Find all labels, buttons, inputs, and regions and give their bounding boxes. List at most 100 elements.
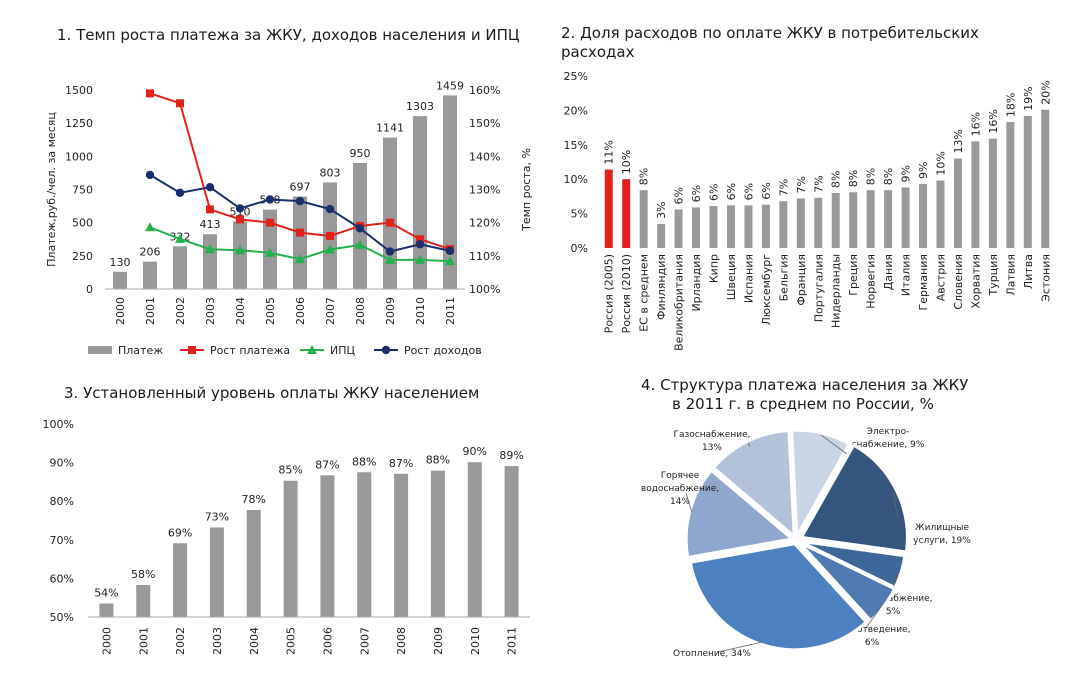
c1-ytick: 500 <box>72 217 93 230</box>
c3-ytick: 70% <box>50 534 74 547</box>
c1-bar <box>143 261 157 289</box>
c2-bar <box>971 141 980 248</box>
c2-bar <box>936 180 945 248</box>
c1-point <box>176 99 184 108</box>
c3-bar-label: 73% <box>205 510 229 523</box>
c2-bar <box>814 197 823 248</box>
c1-point <box>265 195 275 204</box>
c1-bar-label: 697 <box>290 181 311 194</box>
c2-bar-label: 20% <box>1039 80 1052 104</box>
c2-bar-label: 6% <box>725 183 738 200</box>
c3-bar-label: 58% <box>131 568 155 581</box>
c2-bar <box>953 158 962 248</box>
c2-bar-label: 13% <box>952 129 965 153</box>
c3-xtick: 2007 <box>358 627 371 655</box>
c3-xtick: 2010 <box>469 627 482 655</box>
c1-bar <box>173 246 187 289</box>
c3-bar-label: 54% <box>94 586 118 599</box>
c3-bar <box>357 472 372 617</box>
c1-y2tick: 120% <box>469 217 500 230</box>
c2-bar-label: 8% <box>830 171 843 188</box>
c2-bar <box>622 179 631 248</box>
c1-y2tick: 110% <box>469 250 500 263</box>
c2-ytick: 25% <box>564 70 588 83</box>
c1-point <box>205 244 215 254</box>
c2-xtick: Великобритания <box>673 254 686 351</box>
c2-bar <box>1006 122 1015 248</box>
c1-ytick: 0 <box>86 283 93 296</box>
c3-bar <box>173 543 188 617</box>
c1-xtick: 2001 <box>144 297 157 325</box>
c3-bar-label: 78% <box>242 493 266 506</box>
c4-slice <box>684 468 796 560</box>
c2-bar <box>849 192 858 248</box>
c1-bar-label: 950 <box>350 147 371 160</box>
c1-bar-label: 1141 <box>376 122 404 135</box>
c1-xtick: 2002 <box>174 297 187 325</box>
c2-bar <box>709 206 718 248</box>
c3-bar-label: 88% <box>352 455 376 468</box>
c3-bar <box>99 603 114 617</box>
c1-point <box>355 224 365 233</box>
c1-ytick: 1000 <box>65 150 93 163</box>
c1-point <box>415 254 425 264</box>
c3-xtick: 2003 <box>211 627 224 655</box>
c2-bar-label: 8% <box>638 168 651 185</box>
c1-point <box>355 239 365 249</box>
c1-xtick: 2007 <box>324 297 337 325</box>
c3-xtick: 2011 <box>506 627 519 655</box>
c1-point <box>145 222 155 232</box>
c1-point <box>385 247 395 256</box>
c1-legend-key-marker <box>307 345 317 354</box>
c2-bar <box>674 209 683 248</box>
c3-bar-label: 90% <box>463 445 487 458</box>
c3-bar-label: 89% <box>499 449 523 462</box>
c1-ylabel: Платеж,руб./чел. за месяц <box>45 112 58 267</box>
c1-point <box>296 228 304 237</box>
c1-point <box>295 254 305 264</box>
chart2-title-line1: 2. Доля расходов по оплате ЖКУ в потреби… <box>561 24 979 42</box>
c1-point <box>385 254 395 264</box>
c2-bar <box>604 169 613 248</box>
c3-xtick: 2004 <box>248 627 261 655</box>
c2-bar <box>866 190 875 248</box>
c2-bar-label: 8% <box>847 170 860 187</box>
c4-slice-label: услуги, 19% <box>913 536 971 546</box>
c4-slice-label: 6% <box>865 638 880 648</box>
c3-bar-label: 87% <box>389 457 413 470</box>
c2-xtick: Россия (2005) <box>603 254 616 333</box>
c1-legend-key-marker <box>381 345 391 355</box>
c2-ytick: 15% <box>564 139 588 152</box>
c4-slice-label: Водоснабжение, <box>853 594 932 604</box>
c1-legend-key-marker <box>188 346 196 354</box>
c2-bar-label: 9% <box>900 165 913 182</box>
c1-point <box>386 218 394 227</box>
c1-point <box>206 205 214 214</box>
c2-xtick: Испания <box>742 254 755 303</box>
c2-xtick: Люксембург <box>760 254 773 326</box>
c1-xtick: 2003 <box>204 297 217 325</box>
c1-point <box>415 240 425 249</box>
c2-xtick: Греция <box>847 254 860 296</box>
c1-y2tick: 140% <box>469 150 500 163</box>
c1-y2label: Темп роста, % <box>520 148 533 232</box>
c2-bar-label: 6% <box>760 182 773 199</box>
c1-point <box>325 244 335 254</box>
c2-bar-label: 8% <box>882 168 895 185</box>
c1-legend-key-bar <box>88 346 112 354</box>
c2-xtick: Португалия <box>812 254 825 322</box>
c4-slice-label: Отопление, 34% <box>673 649 751 659</box>
c1-ytick: 1500 <box>65 84 93 97</box>
c1-bar-label: 1459 <box>436 79 464 92</box>
c2-bar-label: 19% <box>1022 86 1035 110</box>
c1-ytick: 250 <box>72 250 93 263</box>
c4-leader-line <box>865 604 883 629</box>
c4-leader-line <box>685 492 693 512</box>
c4-slice-label: Газоснабжение, <box>674 430 751 440</box>
c2-ytick: 20% <box>564 104 588 117</box>
c4-slice-label: Электро- <box>867 427 910 437</box>
c2-bar <box>919 184 928 248</box>
c2-bar-label: 6% <box>708 184 721 201</box>
